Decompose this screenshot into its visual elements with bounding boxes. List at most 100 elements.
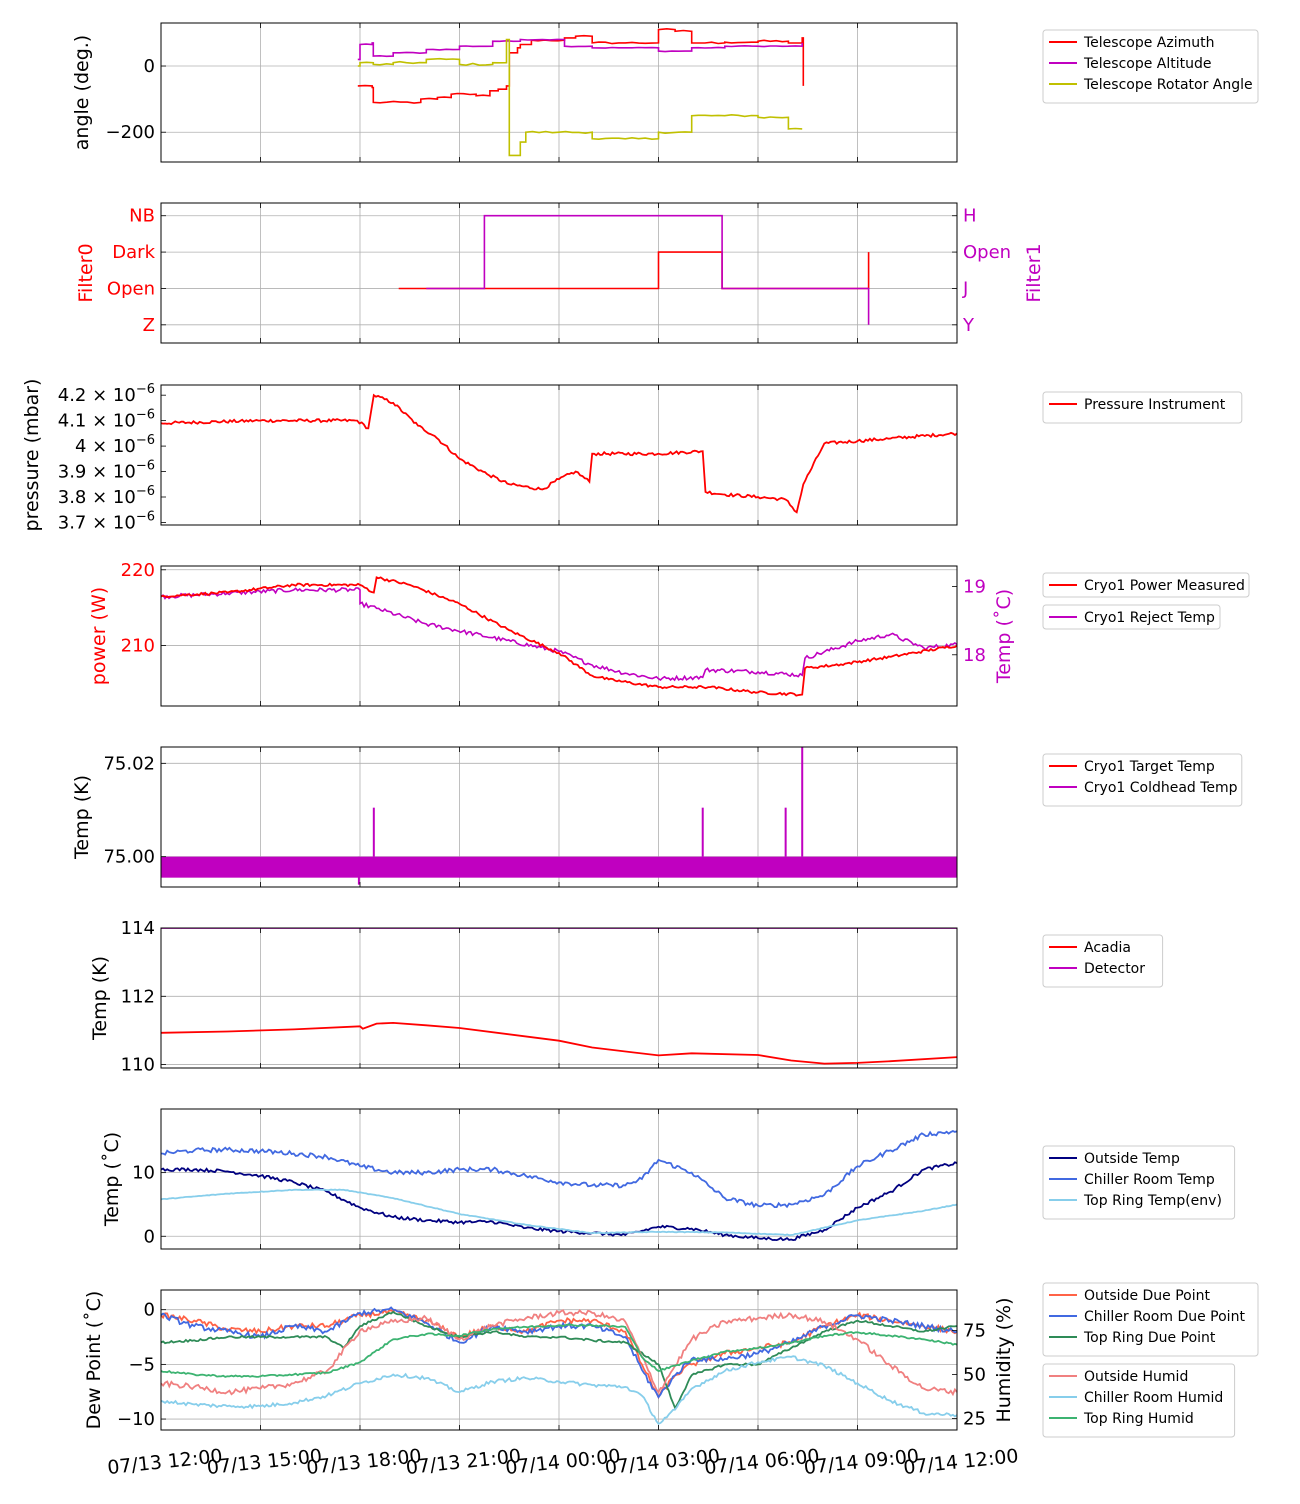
y-tick-multiplier: × 10 <box>86 436 135 457</box>
legend-entry: Cryo1 Power Measured <box>1084 578 1245 594</box>
y-tick-label: Y <box>962 315 975 336</box>
y-tick-label: Z <box>143 315 155 336</box>
y-tick-label: 19 <box>963 576 986 597</box>
y-tick-label: 3.7 × 10−6 <box>58 509 155 533</box>
legend-box <box>1042 1282 1259 1357</box>
legend-entry: Chiller Room Temp <box>1084 1172 1215 1188</box>
y-tick-mantissa: 3.7 <box>58 512 87 533</box>
y-axis-label-right: Humidity (%) <box>993 1297 1015 1422</box>
y-tick-label: 110 <box>121 1055 155 1076</box>
legend-entry: Telescope Altitude <box>1083 56 1212 72</box>
series-line-outside-humid <box>160 1309 958 1397</box>
series-line-top-ring-due-point <box>160 1310 958 1411</box>
legend-box <box>1042 753 1243 807</box>
y-tick-label: 4.1 × 10−6 <box>58 408 155 432</box>
series-line-top-ring-humid <box>160 1323 958 1378</box>
legend-entry: Cryo1 Coldhead Temp <box>1084 780 1238 796</box>
legend-entry: Chiller Room Humid <box>1084 1390 1223 1406</box>
legend-layer: Telescope Azimuth Telescope Altitude Teles… <box>1042 29 1259 1438</box>
y-tick-mantissa: 4.2 <box>58 385 87 406</box>
y-tick-label: Open <box>963 242 1011 263</box>
legend-entry: Top Ring Humid <box>1083 1411 1194 1427</box>
legend-entry: Telescope Rotator Angle <box>1083 77 1253 93</box>
series-line-telescope-azimuth <box>357 27 805 104</box>
y-axis-label: Dew Point (˚C) <box>83 1291 105 1430</box>
legend-entry: Chiller Room Due Point <box>1084 1309 1245 1325</box>
y-tick-label: 0 <box>144 1226 155 1247</box>
y-tick-exponent: −6 <box>136 408 155 423</box>
y-tick-multiplier: × 10 <box>86 411 135 432</box>
legend-entry: Outside Temp <box>1084 1151 1180 1167</box>
y-tick-mantissa: 3.9 <box>58 462 87 483</box>
series-line-outside-temp <box>160 1161 958 1242</box>
y-tick-label: 3.9 × 10−6 <box>58 459 155 483</box>
legend-entry: Telescope Azimuth <box>1083 35 1214 51</box>
legend-box <box>1042 29 1259 104</box>
y-tick-mantissa: 4 <box>75 436 86 457</box>
series-line-filter1 <box>426 214 870 325</box>
series-line-cryo1-reject-temp <box>160 587 958 682</box>
series-line-acadia <box>160 1021 958 1065</box>
y-tick-label: 0 <box>144 1300 155 1321</box>
legend-box <box>1042 1363 1236 1438</box>
y-tick-label: 75.02 <box>103 753 155 774</box>
y-tick-multiplier: × 10 <box>86 462 135 483</box>
y-axis-label: Temp (K) <box>71 775 93 860</box>
y-tick-label: 50 <box>963 1365 986 1386</box>
y-tick-label: NB <box>129 206 155 227</box>
y-axis-label: power (W) <box>88 587 110 685</box>
legend-entry: Acadia <box>1084 940 1131 956</box>
y-tick-label: 112 <box>121 986 155 1007</box>
y-tick-exponent: −6 <box>136 509 155 524</box>
y-tick-label: 25 <box>963 1409 986 1430</box>
y-tick-label: 18 <box>963 645 986 666</box>
y-tick-label: 4.2 × 10−6 <box>58 382 155 406</box>
legend-box <box>1042 1145 1236 1220</box>
y-tick-label: Dark <box>112 242 155 263</box>
y-tick-exponent: −6 <box>136 382 155 397</box>
y-tick-label: 75 <box>963 1321 986 1342</box>
y-axis-label-right: Filter1 <box>1023 243 1045 302</box>
y-tick-label: H <box>963 206 977 227</box>
y-axis-label: Temp (K) <box>89 956 111 1041</box>
series-line-cryo1-power-measured <box>160 576 958 697</box>
y-axis-label-right: Temp (˚C) <box>993 589 1015 684</box>
y-tick-exponent: −6 <box>136 459 155 474</box>
y-tick-label: 114 <box>121 918 155 939</box>
y-tick-exponent: −6 <box>136 484 155 499</box>
y-tick-label: 10 <box>132 1163 155 1184</box>
y-tick-exponent: −6 <box>136 433 155 448</box>
legend-entry: Top Ring Due Point <box>1083 1330 1216 1346</box>
legend-entry: Top Ring Temp(env) <box>1083 1193 1222 1209</box>
y-tick-multiplier: × 10 <box>86 385 135 406</box>
y-tick-mantissa: 3.8 <box>58 487 87 508</box>
series-line-chiller-room-temp <box>160 1130 958 1209</box>
y-tick-label: −200 <box>106 122 155 143</box>
series-line-telescope-rotator-angle <box>357 38 803 157</box>
series-line-top-ring-temp-env- <box>160 1188 958 1237</box>
y-axis-label: pressure (mbar) <box>21 379 43 532</box>
legend-entry: Cryo1 Target Temp <box>1084 759 1215 775</box>
y-tick-label: 210 <box>121 635 155 656</box>
y-tick-label: 220 <box>121 560 155 581</box>
data-layer <box>160 27 958 1425</box>
legend-entry: Detector <box>1084 961 1145 977</box>
legend-box <box>1042 604 1221 630</box>
y-tick-label: 3.8 × 10−6 <box>58 484 155 508</box>
y-tick-label: 0 <box>144 56 155 77</box>
y-tick-label: 4 × 10−6 <box>75 433 155 457</box>
y-tick-label: 75.00 <box>103 847 155 868</box>
y-axis-label: angle (deg.) <box>71 35 93 150</box>
legend-box <box>1042 391 1243 424</box>
frame-layer <box>160 22 958 1431</box>
legend-entry: Pressure Instrument <box>1084 397 1226 413</box>
y-tick-multiplier: × 10 <box>86 512 135 533</box>
legend-entry: Cryo1 Reject Temp <box>1084 610 1215 626</box>
legend-entry: Outside Due Point <box>1084 1288 1211 1304</box>
y-tick-mantissa: 4.1 <box>58 411 87 432</box>
y-tick-multiplier: × 10 <box>86 487 135 508</box>
series-line-pressure-instrument <box>160 393 958 514</box>
y-tick-label: −5 <box>128 1354 155 1375</box>
